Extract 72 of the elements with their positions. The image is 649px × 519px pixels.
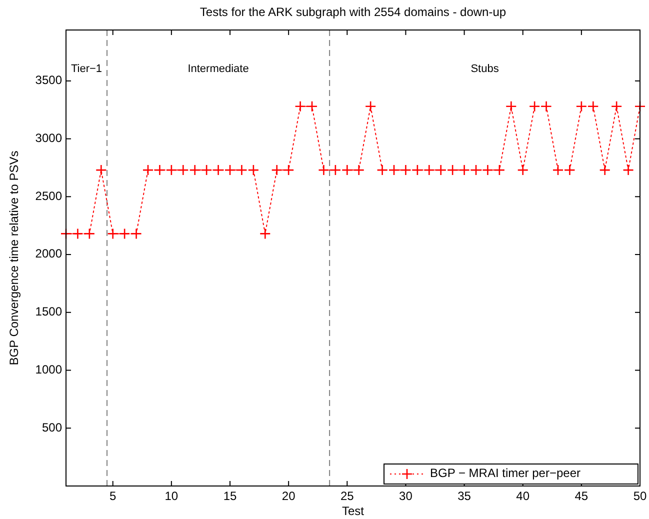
y-tick-label: 2500: [35, 188, 62, 203]
point: [189, 164, 201, 176]
x-tick-label: 15: [223, 489, 237, 503]
point: [587, 100, 599, 112]
point: [364, 100, 376, 112]
point: [271, 164, 283, 176]
point: [224, 164, 236, 176]
point: [412, 164, 424, 176]
y-tick-label: 1000: [35, 362, 62, 376]
point: [528, 100, 540, 112]
point: [505, 100, 517, 112]
point: [540, 100, 552, 112]
point: [330, 164, 342, 176]
annotation: Intermediate: [188, 62, 249, 75]
y-tick-label: 3000: [35, 130, 62, 145]
point: [95, 164, 107, 176]
point: [458, 164, 470, 176]
point: [84, 228, 96, 240]
x-tick-label: 25: [340, 489, 354, 503]
y-tick-label: 3500: [35, 73, 62, 88]
x-tick-label: 40: [516, 489, 530, 503]
point: [200, 164, 212, 176]
point: [435, 164, 447, 176]
y-tick-label: 500: [42, 420, 62, 434]
y-axis-title: BGP Convergence time relative to PSVs: [7, 150, 21, 366]
x-tick-label: 30: [399, 489, 413, 503]
point: [72, 228, 84, 240]
point: [259, 228, 271, 240]
point: [610, 100, 622, 112]
legend-label: BGP − MRAI timer per−peer: [430, 466, 581, 480]
point: [494, 164, 506, 176]
point: [388, 164, 400, 176]
chart-title: Tests for the ARK subgraph with 2554 domains - down-up: [200, 5, 506, 19]
point: [248, 164, 260, 176]
y-tick-label: 2000: [35, 246, 62, 261]
point: [130, 228, 142, 240]
x-axis-title: Test: [342, 504, 365, 518]
point: [107, 228, 119, 240]
point: [599, 164, 611, 176]
point: [517, 164, 529, 176]
point: [552, 164, 564, 176]
x-tick-label: 5: [110, 489, 117, 503]
point: [282, 164, 294, 176]
point: [576, 100, 588, 112]
point: [341, 164, 353, 176]
point: [482, 164, 494, 176]
x-tick-label: 45: [574, 489, 588, 503]
annotation: Tier−1: [70, 62, 102, 75]
point: [177, 164, 189, 176]
point: [470, 164, 482, 176]
point: [166, 164, 178, 176]
point: [318, 164, 330, 176]
point: [154, 164, 166, 176]
point: [306, 100, 318, 112]
point: [353, 164, 365, 176]
point: [294, 100, 306, 112]
point: [212, 164, 224, 176]
point: [400, 164, 412, 176]
x-tick-label: 20: [282, 489, 296, 503]
point: [236, 164, 248, 176]
point: [622, 164, 634, 176]
point: [423, 164, 435, 176]
x-tick-label: 50: [633, 489, 647, 503]
x-tick-label: 35: [458, 489, 472, 503]
x-tick-label: 10: [164, 489, 178, 503]
point: [118, 228, 130, 240]
point: [376, 164, 388, 176]
point: [564, 164, 576, 176]
point: [446, 164, 458, 176]
point: [142, 164, 154, 176]
annotation: Stubs: [470, 62, 500, 75]
y-tick-label: 1500: [35, 304, 62, 319]
